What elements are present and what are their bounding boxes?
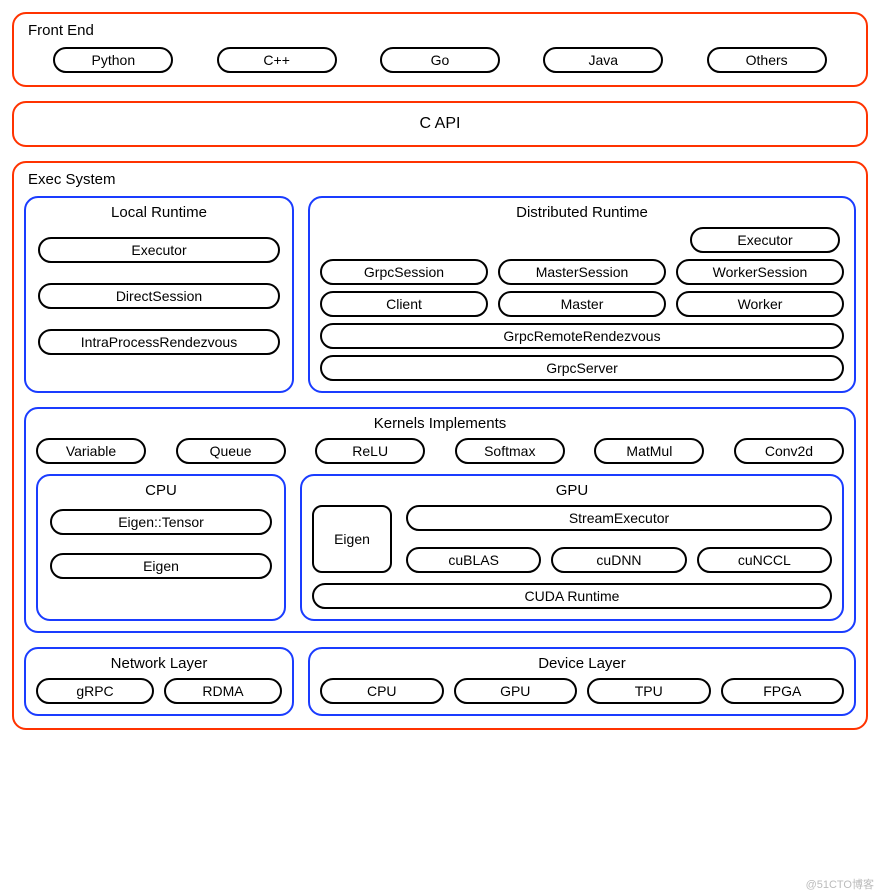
net-item: RDMA	[164, 678, 282, 704]
net-item: gRPC	[36, 678, 154, 704]
lang-pill: Java	[543, 47, 663, 73]
kernels-title: Kernels Implements	[36, 415, 844, 432]
device-item: GPU	[454, 678, 578, 704]
gpu-lib: cuBLAS	[406, 547, 541, 573]
cpu-item: Eigen::Tensor	[50, 509, 272, 535]
front-end-row: Python C++ Go Java Others	[24, 47, 856, 73]
gpu-lib: cuDNN	[551, 547, 686, 573]
gpu-libs-row: cuBLAS cuDNN cuNCCL	[406, 547, 832, 573]
local-item: Executor	[38, 237, 280, 263]
device-item: TPU	[587, 678, 711, 704]
op-pill: ReLU	[315, 438, 425, 464]
gpu-right-col: StreamExecutor cuBLAS cuDNN cuNCCL	[406, 505, 832, 573]
local-runtime-box: Local Runtime Executor DirectSession Int…	[24, 196, 294, 393]
dist-top-row: Executor	[320, 227, 844, 253]
local-item: IntraProcessRendezvous	[38, 329, 280, 355]
cpu-box: CPU Eigen::Tensor Eigen	[36, 474, 286, 621]
c-api-box: C API	[12, 101, 868, 147]
gpu-title: GPU	[312, 482, 832, 499]
local-item: DirectSession	[38, 283, 280, 309]
dist-wide: GrpcRemoteRendezvous	[320, 323, 844, 349]
device-item: CPU	[320, 678, 444, 704]
dist-cell: GrpcSession	[320, 259, 488, 285]
gpu-stream: StreamExecutor	[406, 505, 832, 531]
bottom-row: Network Layer gRPC RDMA Device Layer CPU…	[24, 647, 856, 716]
dist-cell: WorkerSession	[676, 259, 844, 285]
dist-cell: MasterSession	[498, 259, 666, 285]
c-api-label: C API	[420, 115, 461, 132]
dist-cell: Master	[498, 291, 666, 317]
exec-system-box: Exec System Local Runtime Executor Direc…	[12, 161, 868, 730]
lang-pill: C++	[217, 47, 337, 73]
dist-wide: GrpcServer	[320, 355, 844, 381]
device-layer-box: Device Layer CPU GPU TPU FPGA	[308, 647, 856, 716]
cpu-title: CPU	[48, 482, 274, 499]
kernels-ops-row: Variable Queue ReLU Softmax MatMul Conv2…	[36, 438, 844, 464]
kernels-box: Kernels Implements Variable Queue ReLU S…	[24, 407, 856, 633]
exec-system-title: Exec System	[28, 171, 856, 188]
gpu-top-row: Eigen StreamExecutor cuBLAS cuDNN cuNCCL	[312, 505, 832, 573]
op-pill: Softmax	[455, 438, 565, 464]
distributed-runtime-title: Distributed Runtime	[320, 204, 844, 221]
cpu-item: Eigen	[50, 553, 272, 579]
op-pill: Variable	[36, 438, 146, 464]
lang-pill: Others	[707, 47, 827, 73]
device-items: CPU GPU TPU FPGA	[320, 678, 844, 704]
lang-pill: Python	[53, 47, 173, 73]
gpu-eigen-box: Eigen	[312, 505, 392, 573]
op-pill: Conv2d	[734, 438, 844, 464]
network-items: gRPC RDMA	[36, 678, 282, 704]
network-layer-box: Network Layer gRPC RDMA	[24, 647, 294, 716]
dist-executor: Executor	[690, 227, 840, 253]
cpu-items: Eigen::Tensor Eigen	[48, 505, 274, 585]
op-pill: Queue	[176, 438, 286, 464]
dist-cell: Client	[320, 291, 488, 317]
dist-cell: Worker	[676, 291, 844, 317]
network-layer-title: Network Layer	[36, 655, 282, 672]
dist-grid-row0: GrpcSession MasterSession WorkerSession	[320, 259, 844, 285]
front-end-box: Front End Python C++ Go Java Others	[12, 12, 868, 87]
lang-pill: Go	[380, 47, 500, 73]
watermark: @51CTO博客	[806, 876, 874, 892]
dist-grid-row1: Client Master Worker	[320, 291, 844, 317]
runtimes-row: Local Runtime Executor DirectSession Int…	[24, 196, 856, 393]
device-layer-title: Device Layer	[320, 655, 844, 672]
local-runtime-items: Executor DirectSession IntraProcessRende…	[36, 231, 282, 361]
kernels-sub-row: CPU Eigen::Tensor Eigen GPU Eigen Stream…	[36, 474, 844, 621]
distributed-runtime-box: Distributed Runtime Executor GrpcSession…	[308, 196, 856, 393]
gpu-box: GPU Eigen StreamExecutor cuBLAS cuDNN cu…	[300, 474, 844, 621]
op-pill: MatMul	[594, 438, 704, 464]
device-item: FPGA	[721, 678, 845, 704]
local-runtime-title: Local Runtime	[36, 204, 282, 221]
gpu-lib: cuNCCL	[697, 547, 832, 573]
front-end-title: Front End	[28, 22, 856, 39]
gpu-bottom: CUDA Runtime	[312, 583, 832, 609]
